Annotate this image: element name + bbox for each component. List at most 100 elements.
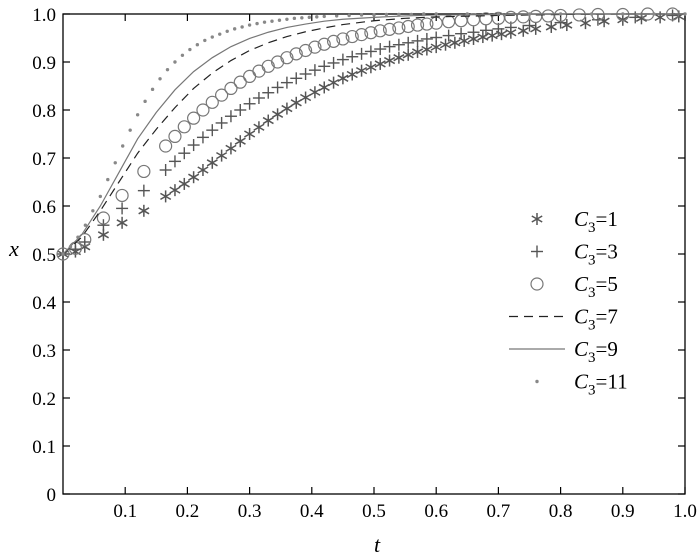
data-point-stroke <box>300 93 312 102</box>
data-point <box>262 86 275 99</box>
data-point <box>617 13 629 26</box>
data-point <box>277 18 282 22</box>
data-point <box>143 99 147 104</box>
data-point-stroke <box>253 123 265 131</box>
data-point-stroke <box>169 186 181 194</box>
data-point <box>326 34 341 48</box>
data-point <box>392 21 406 35</box>
data-point <box>354 28 369 42</box>
data-point <box>336 32 350 46</box>
data-point <box>244 128 256 140</box>
data-point-stroke <box>290 99 302 107</box>
data-point-stroke <box>467 35 480 43</box>
data-point <box>530 22 542 35</box>
data-point-stroke <box>97 231 110 239</box>
data-point-stroke <box>355 66 368 75</box>
data-point <box>137 184 150 197</box>
data-point <box>243 97 256 110</box>
legend-label: C3=9 <box>574 337 618 366</box>
data-point <box>159 164 172 176</box>
data-point <box>68 245 73 249</box>
data-point <box>197 164 209 176</box>
data-point <box>137 164 151 179</box>
data-point <box>210 35 214 39</box>
data-point <box>169 184 181 197</box>
data-point <box>195 43 200 47</box>
data-point <box>225 29 229 33</box>
data-point-stroke <box>160 192 172 201</box>
legend-label-symbol: C <box>574 370 589 394</box>
data-point <box>411 34 424 47</box>
legend-label-subscript: 3 <box>588 318 596 334</box>
data-point <box>255 21 259 26</box>
legend-label-subscript: 3 <box>588 220 596 236</box>
data-point <box>465 12 469 16</box>
data-point <box>203 38 207 43</box>
data-point <box>135 113 140 117</box>
data-point-stroke <box>654 13 666 22</box>
data-point-stroke <box>327 78 340 87</box>
data-point <box>383 40 396 53</box>
data-point <box>430 31 443 44</box>
legend-label: C3=3 <box>574 240 618 269</box>
data-point-stroke <box>272 110 284 118</box>
data-point <box>61 252 65 256</box>
data-point <box>393 51 405 64</box>
data-point <box>455 27 468 40</box>
x-tick-label: 0.9 <box>611 501 635 522</box>
y-tick-label: 0.7 <box>32 149 56 170</box>
data-point-stroke <box>116 219 128 227</box>
data-point <box>298 43 313 58</box>
data-point <box>439 38 452 51</box>
y-tick-label: 0.5 <box>32 245 56 266</box>
data-point-stroke <box>383 56 396 65</box>
data-point <box>178 177 190 190</box>
data-point <box>299 68 312 80</box>
data-point <box>307 15 312 20</box>
data-point <box>271 81 284 94</box>
data-point <box>218 32 222 36</box>
x-tick-label: 0.4 <box>300 501 324 522</box>
data-point <box>69 243 82 256</box>
data-point <box>374 57 386 70</box>
y-tick-label: 0.1 <box>32 437 56 458</box>
data-point <box>317 37 331 51</box>
data-point-stroke <box>178 180 190 188</box>
data-point <box>76 235 80 239</box>
data-point <box>652 12 656 16</box>
legend-item: C3=9 <box>509 337 618 366</box>
data-point-stroke <box>486 31 498 40</box>
y-tick-label: 0 <box>47 485 57 506</box>
data-point <box>308 40 322 54</box>
data-point <box>56 247 70 261</box>
data-point <box>177 120 191 134</box>
data-point <box>206 124 219 137</box>
data-point <box>196 131 209 144</box>
data-point-stroke <box>138 207 150 215</box>
data-point-stroke <box>393 54 405 62</box>
data-point-stroke <box>197 166 209 174</box>
data-point-stroke <box>635 14 648 22</box>
data-point <box>216 149 228 162</box>
data-point-stroke <box>318 83 330 92</box>
data-point <box>252 92 265 104</box>
data-point <box>106 177 110 182</box>
data-point-stroke <box>545 23 557 31</box>
data-point-stroke <box>216 151 228 160</box>
data-point-stroke <box>517 27 529 35</box>
data-point-stroke <box>206 159 218 167</box>
data-point <box>364 26 378 40</box>
data-point-stroke <box>495 30 508 38</box>
data-point <box>334 14 339 18</box>
legend-label-subscript: 3 <box>588 350 596 366</box>
legend-label-symbol: C <box>574 305 589 329</box>
legend-item: C3=7 <box>509 305 618 334</box>
legend-label: C3=5 <box>574 272 618 301</box>
series-c3-1 <box>57 10 685 260</box>
data-point <box>384 12 389 17</box>
data-point <box>300 16 304 20</box>
data-point <box>224 81 238 96</box>
data-point <box>683 12 687 16</box>
data-point <box>215 116 228 129</box>
